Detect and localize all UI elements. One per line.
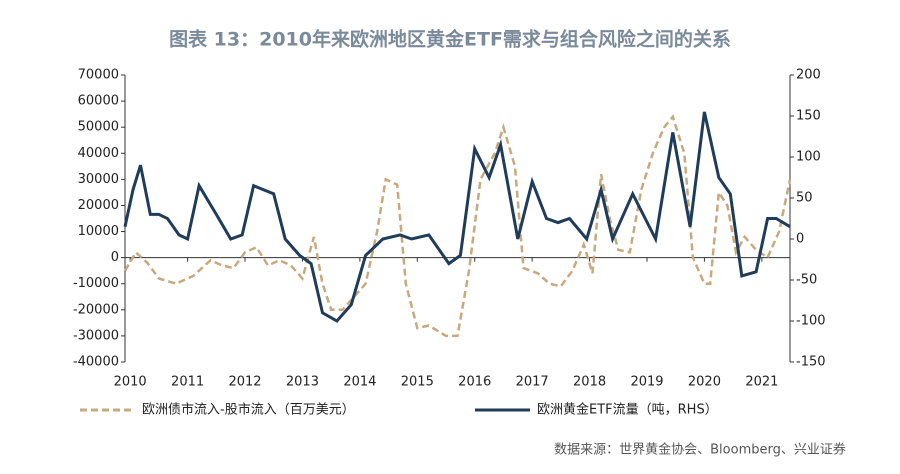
y-tick-label: 20000: [78, 198, 119, 213]
x-tick-label: 2017: [516, 375, 549, 390]
legend-label: 欧洲黄金ETF流量（吨，RHS）: [537, 402, 718, 418]
x-tick-label: 2010: [114, 375, 147, 390]
y-tick-label: 40000: [78, 146, 119, 161]
x-tick-label: 2019: [630, 375, 663, 390]
x-tick-label: 2012: [228, 375, 261, 390]
x-tick-label: 2018: [573, 375, 606, 390]
y-tick-label: 30000: [78, 172, 119, 187]
y2-tick-label: -50: [796, 273, 817, 288]
y-tick-label: 50000: [78, 120, 119, 135]
y-tick-label: -10000: [73, 276, 119, 291]
x-tick-label: 2020: [688, 375, 721, 390]
y2-tick-label: 200: [796, 68, 821, 83]
y2-tick-label: 0: [796, 232, 804, 247]
line-series: [123, 114, 792, 338]
y-tick-label: -40000: [73, 355, 119, 370]
source: 数据来源：世界黄金协会、Bloomberg、兴业证券: [554, 442, 846, 458]
x-tick-label: 2013: [286, 375, 319, 390]
chart-title: 图表 13：2010年来欧洲地区黄金ETF需求与组合风险之间的关系: [169, 28, 731, 51]
y2-tick-label: -150: [796, 355, 826, 370]
y2-tick-label: -100: [796, 314, 826, 329]
y-tick-label: 60000: [78, 94, 119, 109]
y2-tick-label: 100: [796, 150, 821, 165]
legend-label: 欧洲债市流入-股市流入（百万美元）: [142, 402, 355, 418]
x-tick-label: 2014: [343, 375, 376, 390]
y-tick-label: -30000: [73, 328, 119, 343]
line-series: [123, 111, 791, 323]
x-tick-label: 2016: [458, 375, 491, 390]
y-tick-label: 70000: [78, 68, 119, 83]
y2-tick-label: 150: [796, 109, 821, 124]
x-tick-label: 2011: [171, 375, 204, 390]
y-tick-label: -20000: [73, 302, 119, 317]
y-tick-label: 0: [111, 250, 119, 265]
y2-tick-label: 50: [796, 191, 813, 206]
x-tick-label: 2015: [401, 375, 434, 390]
y-tick-label: 10000: [78, 224, 119, 239]
x-tick-label: 2021: [745, 375, 778, 390]
